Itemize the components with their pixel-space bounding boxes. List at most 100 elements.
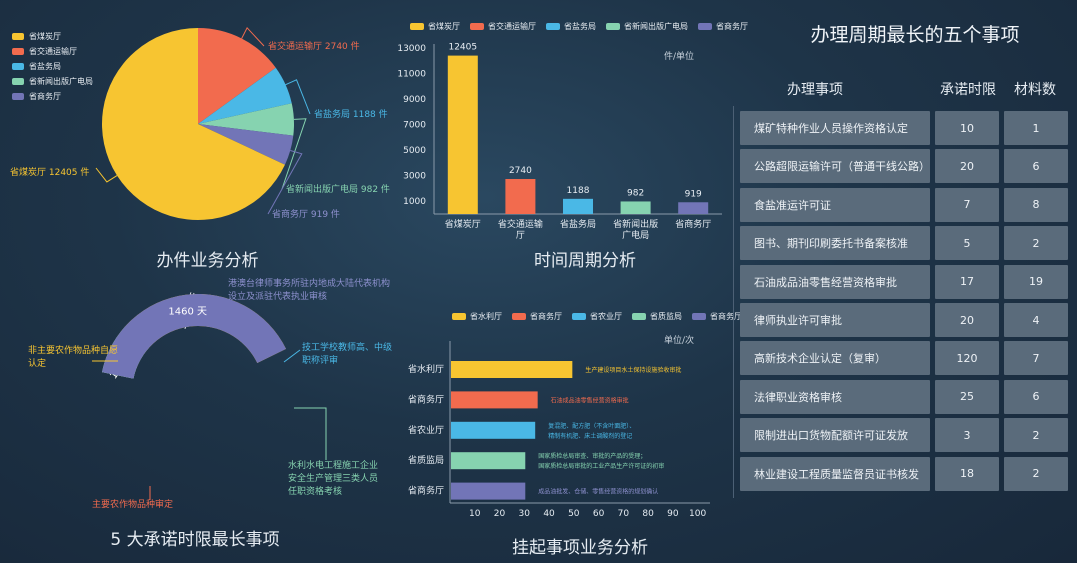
cell-materials: 8: [1004, 187, 1068, 222]
pie-leader-line: [241, 26, 265, 47]
cell-deadline: 3: [935, 418, 999, 453]
x-tick-label: 50: [568, 509, 580, 519]
y-tick-label: 省农业厅: [408, 424, 444, 436]
legend-item[interactable]: 省商务厅: [512, 311, 562, 322]
cell-item-name: 律师执业许可审批: [740, 303, 930, 337]
x-tick-label: 广电局: [622, 229, 649, 241]
x-tick-label: 10: [469, 509, 481, 519]
legend-item[interactable]: 省商务厅: [12, 91, 93, 102]
hbar-annotation: 石油成品油零售经营资格审批: [551, 396, 629, 404]
bar: [563, 198, 593, 214]
legend-item[interactable]: 省煤炭厅: [12, 31, 93, 42]
hbar: [451, 421, 536, 439]
table-header-item: 办理事项: [787, 82, 843, 98]
bar-value-label: 1188: [567, 186, 590, 196]
hbar-annotation: 成品油批发、仓储、零售经营资格的规划确认: [538, 488, 658, 496]
bar: [447, 55, 478, 215]
hbar-annotation: 精制有机肥、床土调酸剂的登记: [548, 432, 632, 440]
pie-legend: 省煤炭厅 省交通运输厅 省盐务局 省新闻出版广电局 省商务厅: [12, 31, 93, 106]
hbar: [451, 361, 573, 378]
y-tick-label: 9000: [403, 95, 426, 105]
x-tick-label: 100: [689, 509, 706, 519]
bar: [505, 179, 536, 214]
bar-value-label: 12405: [448, 43, 477, 53]
hbar: [451, 452, 526, 470]
legend-item[interactable]: 省商务厅: [692, 311, 742, 322]
table-header-materials: 材料数: [1014, 82, 1056, 98]
y-tick-label: 5000: [403, 146, 426, 156]
donut-label-2: 港澳台律师事务所驻内地成大陆代表机构设立及派驻代表执业审核: [228, 279, 391, 302]
pie-slice: [198, 67, 292, 124]
donut-label-1: 非主要农作物品种自愿认定: [28, 346, 119, 369]
table-header-deadline: 承诺时限: [940, 82, 996, 98]
pie-caption: 办件业务分析: [156, 251, 259, 271]
bar: [620, 201, 651, 214]
cell-materials: 4: [1004, 303, 1068, 337]
pie-leader-line: [285, 79, 311, 115]
y-tick-label: 省质监局: [408, 454, 444, 466]
legend-item[interactable]: 省交通运输厅: [470, 21, 536, 32]
cell-deadline: 25: [935, 379, 999, 414]
bar: [678, 202, 709, 214]
cell-item-name: 食盐准运许可证: [740, 187, 930, 222]
cell-item-name: 石油成品油零售经营资格审批: [740, 264, 930, 299]
cell-deadline: 7: [935, 187, 999, 222]
x-tick-label: 40: [543, 509, 555, 519]
legend-item[interactable]: 省交通运输厅: [12, 46, 93, 57]
cell-item-name: 林业建设工程质量监督员证书核发: [740, 456, 930, 491]
donut-label-5: 主要农作物品种审定: [92, 500, 174, 510]
table-title: 办理周期最长的五个事项: [810, 24, 1020, 46]
hbar-annotation: 复混肥、配方肥（不含叶面肥）、: [548, 422, 635, 430]
bar-caption: 时间周期分析: [534, 251, 636, 271]
legend-item[interactable]: 省盐务局: [546, 21, 596, 32]
pie-slice: [198, 124, 294, 165]
legend-item[interactable]: 省新闻出版广电局: [12, 76, 93, 87]
pie-slice-label: 省商务厅 919 件: [272, 208, 340, 220]
pie-slice: [102, 28, 285, 221]
x-tick-label: 60: [593, 509, 605, 519]
cell-deadline: 10: [935, 111, 999, 145]
pie-slice: [198, 28, 276, 124]
bar-value-label: 982: [627, 188, 644, 198]
legend-item[interactable]: 省商务厅: [698, 21, 748, 32]
cell-deadline: 20: [935, 303, 999, 337]
cell-materials: 7: [1004, 341, 1068, 376]
y-tick-label: 13000: [397, 44, 426, 54]
cell-item-name: 限制进出口货物配额许可证发放: [740, 418, 930, 453]
legend-item[interactable]: 省农业厅: [572, 311, 622, 322]
y-tick-label: 3000: [403, 172, 426, 182]
pie-slice-label: 省新闻出版广电局 982 件: [286, 183, 390, 195]
pie-leader-line: [281, 118, 307, 190]
y-tick-label: 7000: [403, 121, 426, 131]
legend-item[interactable]: 省水利厅: [452, 311, 502, 322]
cell-item-name: 公路超限运输许可（普通干线公路）: [740, 149, 930, 184]
bar-value-label: 2740: [509, 166, 532, 176]
donut-caption: 5 大承诺时限最长事项: [110, 530, 280, 550]
cell-item-name: 煤矿特种作业人员操作资格认定: [740, 111, 930, 145]
cell-deadline: 18: [935, 456, 999, 491]
x-tick-label: 30: [519, 509, 531, 519]
legend-item[interactable]: 省质监局: [632, 311, 682, 322]
table-divider: [733, 106, 734, 498]
y-tick-label: 1000: [403, 197, 426, 207]
bar-chart: 1000 3000 5000 7000 9000 11000 13000 件/单位 12405 省…: [397, 43, 722, 241]
legend-item[interactable]: 省新闻出版广电局: [606, 21, 688, 32]
cell-deadline: 17: [935, 264, 999, 299]
x-tick-label: 20: [494, 509, 506, 519]
donut-value-label: 1460 天: [168, 307, 207, 318]
cell-item-name: 法律职业资格审核: [740, 379, 930, 414]
hbar: [451, 391, 538, 409]
cell-materials: 2: [1004, 456, 1068, 491]
donut-label-4: 水利水电工程施工企业安全生产管理三类人员任职资格考核: [288, 461, 379, 497]
x-tick-label: 省交通运输: [498, 218, 543, 230]
y-tick-label: 省商务厅: [408, 393, 444, 405]
pie-slice-label: 省盐务局 1188 件: [314, 108, 388, 120]
donut-segment: [102, 294, 287, 379]
legend-item[interactable]: 省煤炭厅: [410, 21, 460, 32]
y-tick-label: 省商务厅: [408, 485, 444, 497]
legend-item[interactable]: 省盐务局: [12, 61, 93, 72]
donut-leader-line: [294, 407, 327, 460]
cell-deadline: 120: [935, 341, 999, 376]
